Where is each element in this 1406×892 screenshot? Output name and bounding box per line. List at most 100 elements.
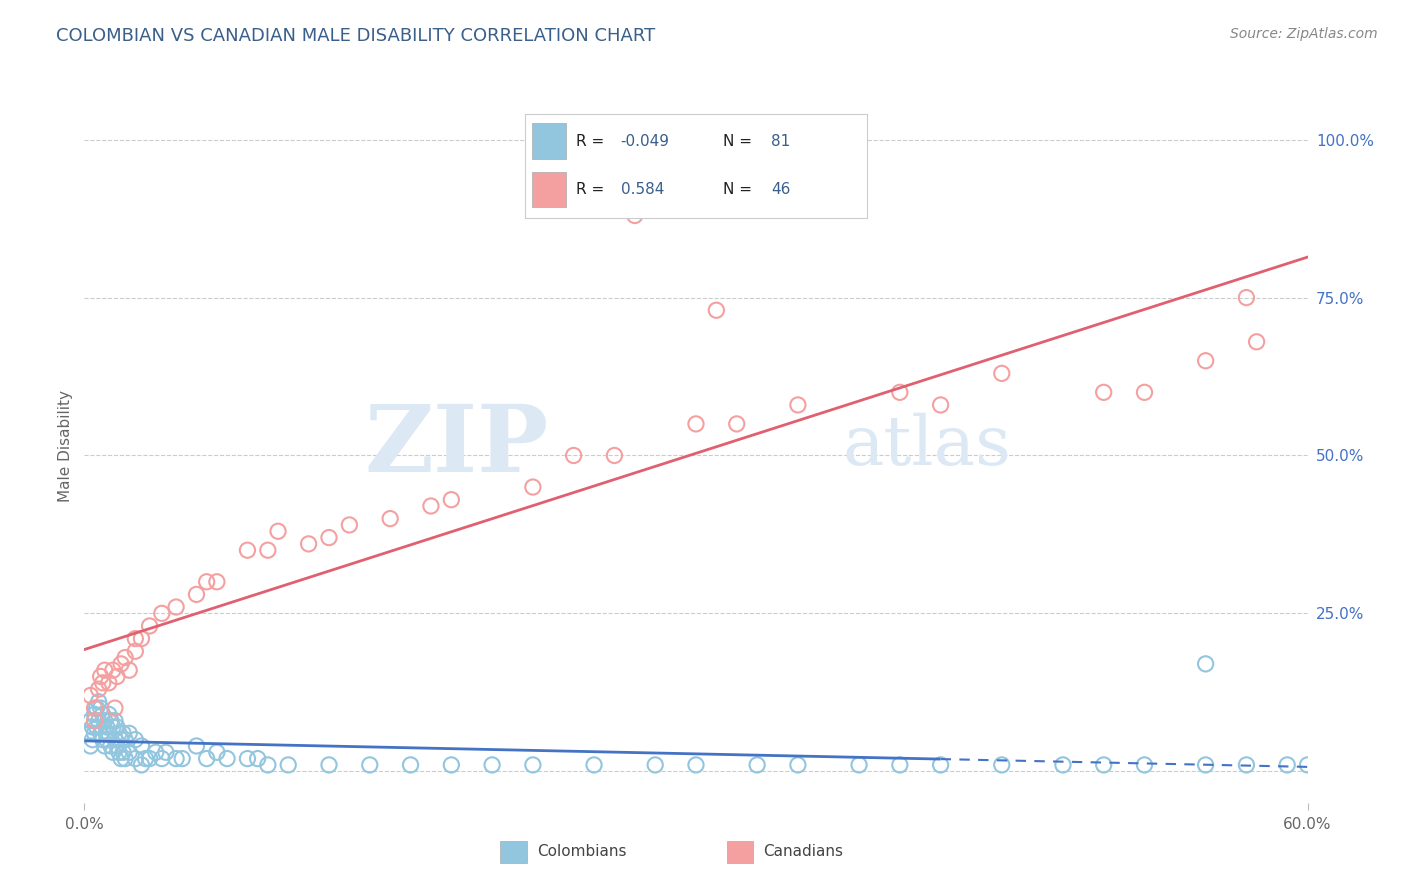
Canadians bbox=[603, 449, 626, 463]
Text: atlas: atlas bbox=[842, 413, 1012, 479]
Canadians bbox=[124, 632, 146, 646]
Canadians bbox=[257, 543, 280, 558]
Canadians bbox=[118, 663, 141, 677]
Canadians bbox=[124, 644, 146, 658]
Colombians bbox=[110, 732, 132, 747]
Colombians bbox=[124, 751, 146, 765]
Colombians bbox=[104, 732, 127, 747]
Colombians bbox=[747, 758, 769, 772]
Colombians bbox=[112, 726, 135, 740]
Colombians bbox=[90, 701, 112, 715]
Colombians bbox=[195, 751, 218, 765]
Colombians bbox=[1236, 758, 1258, 772]
Colombians bbox=[86, 720, 108, 734]
Colombians bbox=[481, 758, 503, 772]
Colombians bbox=[257, 758, 280, 772]
Colombians bbox=[165, 751, 187, 765]
Colombians bbox=[82, 732, 104, 747]
Colombians bbox=[83, 726, 105, 740]
Colombians bbox=[848, 758, 870, 772]
Colombians bbox=[105, 720, 128, 734]
Colombians bbox=[100, 714, 122, 728]
Canadians bbox=[110, 657, 132, 671]
Colombians bbox=[124, 732, 146, 747]
Colombians bbox=[91, 732, 114, 747]
Colombians bbox=[86, 701, 108, 715]
Colombians bbox=[1195, 657, 1218, 671]
Text: Canadians: Canadians bbox=[763, 844, 844, 859]
Colombians bbox=[1195, 758, 1218, 772]
Canadians bbox=[150, 607, 173, 621]
Colombians bbox=[246, 751, 269, 765]
Colombians bbox=[97, 726, 120, 740]
Canadians bbox=[889, 385, 911, 400]
Canadians bbox=[624, 209, 647, 223]
Canadians bbox=[380, 511, 402, 525]
Colombians bbox=[114, 732, 136, 747]
Colombians bbox=[114, 751, 136, 765]
Colombians bbox=[138, 751, 160, 765]
Colombians bbox=[1133, 758, 1156, 772]
Canadians bbox=[165, 600, 187, 615]
Colombians bbox=[135, 751, 157, 765]
Canadians bbox=[138, 619, 160, 633]
Canadians bbox=[1195, 353, 1218, 368]
Text: COLOMBIAN VS CANADIAN MALE DISABILITY CORRELATION CHART: COLOMBIAN VS CANADIAN MALE DISABILITY CO… bbox=[56, 27, 655, 45]
Colombians bbox=[118, 745, 141, 759]
Colombians bbox=[77, 726, 100, 740]
Canadians bbox=[562, 449, 585, 463]
Text: ZIP: ZIP bbox=[366, 401, 550, 491]
Canadians bbox=[105, 669, 128, 683]
Colombians bbox=[145, 745, 167, 759]
Colombians bbox=[108, 726, 131, 740]
Colombians bbox=[79, 714, 101, 728]
Text: Colombians: Colombians bbox=[537, 844, 627, 859]
Colombians bbox=[1092, 758, 1115, 772]
Colombians bbox=[644, 758, 666, 772]
Colombians bbox=[91, 707, 114, 722]
Colombians bbox=[522, 758, 544, 772]
Canadians bbox=[787, 398, 810, 412]
Canadians bbox=[1133, 385, 1156, 400]
Canadians bbox=[101, 663, 124, 677]
Colombians bbox=[929, 758, 952, 772]
Text: Source: ZipAtlas.com: Source: ZipAtlas.com bbox=[1230, 27, 1378, 41]
Canadians bbox=[929, 398, 952, 412]
Colombians bbox=[205, 745, 228, 759]
Colombians bbox=[87, 714, 110, 728]
Canadians bbox=[440, 492, 463, 507]
Colombians bbox=[100, 739, 122, 753]
Colombians bbox=[96, 732, 118, 747]
Canadians bbox=[131, 632, 153, 646]
Colombians bbox=[1277, 758, 1299, 772]
Colombians bbox=[991, 758, 1014, 772]
Colombians bbox=[110, 751, 132, 765]
Canadians bbox=[991, 367, 1014, 381]
Colombians bbox=[79, 739, 101, 753]
Colombians bbox=[112, 745, 135, 759]
Canadians bbox=[1236, 291, 1258, 305]
Canadians bbox=[83, 701, 105, 715]
Canadians bbox=[339, 517, 361, 532]
Colombians bbox=[83, 707, 105, 722]
Canadians bbox=[725, 417, 748, 431]
Canadians bbox=[522, 480, 544, 494]
Canadians bbox=[1092, 385, 1115, 400]
Colombians bbox=[101, 720, 124, 734]
Canadians bbox=[1246, 334, 1268, 349]
Colombians bbox=[889, 758, 911, 772]
Canadians bbox=[83, 714, 105, 728]
Colombians bbox=[440, 758, 463, 772]
Canadians bbox=[79, 689, 101, 703]
Colombians bbox=[155, 745, 177, 759]
Canadians bbox=[420, 499, 443, 513]
Bar bbox=[501, 840, 527, 863]
Canadians bbox=[318, 531, 340, 545]
Canadians bbox=[90, 669, 112, 683]
Colombians bbox=[359, 758, 381, 772]
Y-axis label: Male Disability: Male Disability bbox=[58, 390, 73, 502]
Colombians bbox=[87, 695, 110, 709]
Canadians bbox=[298, 537, 321, 551]
Colombians bbox=[172, 751, 194, 765]
Canadians bbox=[114, 650, 136, 665]
